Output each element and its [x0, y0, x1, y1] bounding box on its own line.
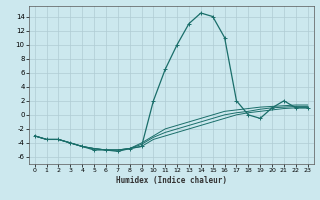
X-axis label: Humidex (Indice chaleur): Humidex (Indice chaleur): [116, 176, 227, 185]
